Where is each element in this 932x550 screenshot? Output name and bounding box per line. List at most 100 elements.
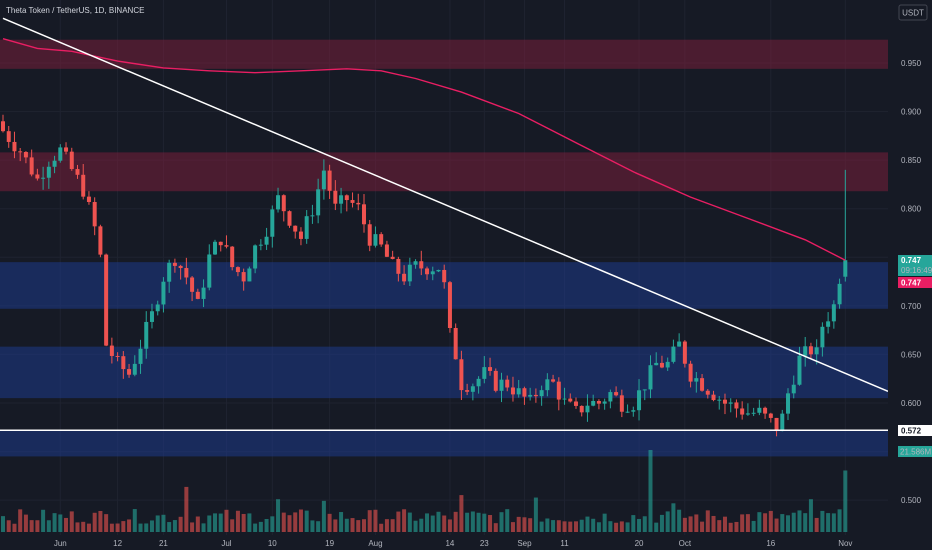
volume-bar: [361, 519, 366, 532]
support-price-label: 0.572: [901, 427, 922, 436]
volume-bar: [327, 513, 332, 532]
candle-body: [64, 147, 69, 152]
volume-bar: [470, 511, 475, 532]
volume-bar: [339, 512, 344, 532]
volume-bar: [602, 513, 607, 532]
last-price-label: 0.747: [901, 256, 922, 265]
candle-body: [18, 151, 23, 153]
x-tick-label: 14: [445, 539, 454, 548]
volume-bar: [814, 517, 819, 532]
candle-body: [247, 268, 252, 282]
candle-body: [722, 399, 727, 404]
candle-body: [310, 215, 315, 217]
volume-bar: [488, 515, 493, 532]
volume-bar: [522, 517, 527, 532]
candle-body: [430, 271, 435, 275]
volume-bar: [705, 510, 710, 532]
x-tick-label: Jul: [221, 539, 231, 548]
x-tick-label: Sep: [517, 539, 532, 548]
trend-line[interactable]: [2, 17, 889, 393]
volume-bar: [104, 514, 109, 532]
demand-zone: [0, 430, 888, 457]
candle-body: [109, 345, 114, 356]
volume-bar: [276, 499, 281, 532]
candle-body: [184, 268, 189, 278]
volume-bar: [780, 514, 785, 532]
candle-body: [287, 211, 292, 226]
volume-bar: [218, 513, 223, 532]
candle-body: [551, 379, 556, 382]
candle-body: [797, 355, 802, 385]
candle-body: [6, 131, 11, 142]
candle-body: [637, 390, 642, 411]
volume-bar: [379, 523, 384, 532]
volume-bar: [23, 514, 28, 532]
volume-bars: [1, 450, 848, 532]
volume-bar: [81, 521, 86, 532]
candle-body: [413, 261, 418, 265]
volume-bar: [614, 522, 619, 532]
volume-bar: [167, 522, 172, 532]
candle-body: [780, 413, 785, 432]
candle-body: [682, 341, 687, 364]
volume-bar: [321, 500, 326, 532]
y-tick-label: 0.600: [901, 399, 922, 408]
volume-bar: [241, 513, 246, 532]
candle-body: [568, 398, 573, 402]
volume-bar: [258, 521, 263, 532]
x-tick-label: Jun: [54, 539, 67, 548]
volume-bar: [774, 518, 779, 532]
volume-bar: [734, 521, 739, 532]
volume-bar: [820, 510, 825, 532]
currency-button[interactable]: USDT: [898, 4, 928, 21]
candle-body: [172, 262, 177, 266]
prev-price-label: 0.747: [901, 279, 922, 288]
volume-bar: [247, 513, 252, 532]
countdown-label: 09:16:49: [901, 266, 932, 275]
candle-body: [384, 244, 389, 257]
currency-label: USDT: [902, 9, 924, 18]
volume-bar: [837, 509, 842, 532]
candle-body: [75, 169, 80, 175]
volume-bar: [367, 510, 372, 532]
candle-body: [837, 283, 842, 305]
volume-bar: [184, 486, 189, 532]
candle-body: [619, 395, 624, 412]
candle-body: [356, 202, 361, 205]
candle-body: [402, 273, 407, 282]
volume-bar: [298, 509, 303, 532]
candle-body: [218, 241, 223, 246]
candle-body: [734, 402, 739, 409]
candle-body: [144, 321, 149, 349]
volume-bar: [310, 520, 315, 532]
volume-bar: [436, 511, 441, 532]
candle-body: [562, 398, 567, 400]
volume-bar: [447, 519, 452, 532]
candle-body: [476, 378, 481, 387]
volume-bar: [648, 450, 653, 532]
support-price-tag: 0.572: [898, 425, 932, 436]
candle-body: [493, 370, 498, 391]
volume-bar: [505, 509, 510, 532]
volume-bar: [390, 519, 395, 532]
volume-bar: [637, 518, 642, 532]
x-tick-label: 11: [560, 539, 569, 548]
x-tick-label: Aug: [368, 539, 382, 548]
candle-body: [270, 209, 275, 237]
supply-zone: [0, 152, 888, 192]
volume-bar: [688, 516, 693, 532]
candle-body: [149, 311, 154, 322]
candle-body: [161, 281, 166, 305]
candle-body: [768, 413, 773, 418]
candle-body: [293, 225, 298, 232]
volume-bar: [510, 522, 515, 532]
volume-bar: [786, 515, 791, 532]
candle-body: [92, 201, 97, 227]
volume-bar: [677, 509, 682, 532]
volume-bar: [453, 511, 458, 532]
candle-body: [316, 189, 321, 216]
volume-bar: [757, 512, 762, 532]
volume-bar: [407, 512, 412, 532]
volume-bar: [1, 516, 5, 532]
